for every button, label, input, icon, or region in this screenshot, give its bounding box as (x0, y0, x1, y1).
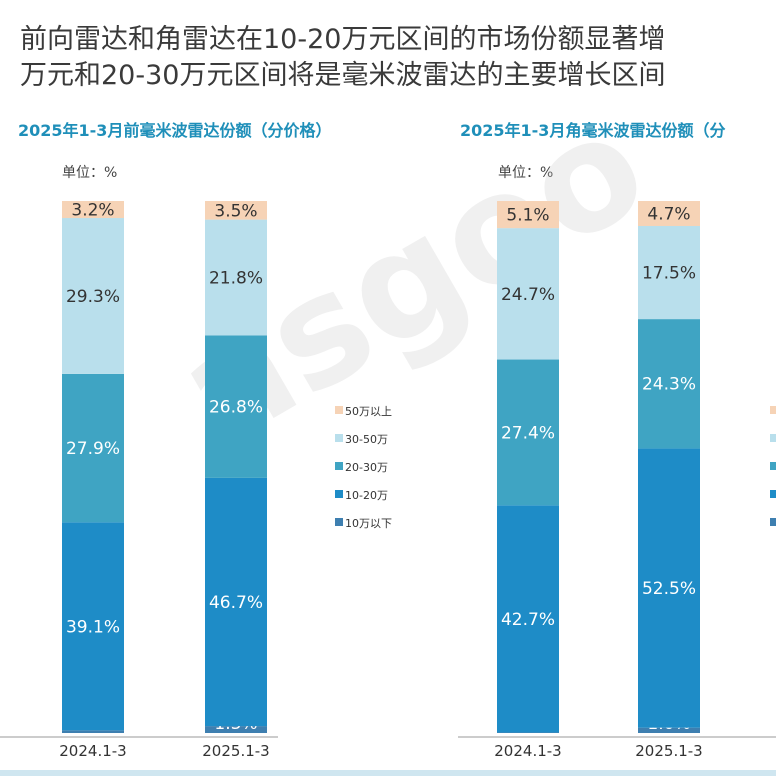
bar-segment-front-0-0 (62, 730, 124, 733)
bar-segment-front-1-4 (205, 201, 267, 220)
data-label-front-1-2: 26.8% (209, 398, 263, 418)
bar-segment-corner-1-2 (638, 319, 700, 449)
data-label-corner-0-1: 42.7% (501, 610, 555, 630)
bar-segment-corner-0-0 (497, 732, 559, 733)
legend-swatch-corner-1 (770, 434, 776, 442)
unit-label-corner: 单位：% (498, 165, 554, 181)
bar-segment-front-1-1 (205, 477, 267, 727)
data-label-front-0-4: 3.2% (71, 201, 114, 221)
bar-segment-front-0-4 (62, 201, 124, 219)
data-label-front-0-2: 27.9% (66, 439, 120, 459)
legend-label-front-1: 30-50万 (345, 433, 388, 446)
chart-title-front-radar: 2025年1-3月前毫米波雷达份额（分价格） (18, 121, 332, 140)
category-label-front-1: 2025.1-3 (202, 742, 269, 760)
bar-segment-front-1-0 (205, 726, 267, 733)
bar-segment-front-1-3 (205, 219, 267, 336)
data-label-corner-0-4: 5.1% (506, 206, 549, 226)
bar-segment-front-0-2 (62, 373, 124, 523)
bar-segment-corner-0-1 (497, 505, 559, 733)
unit-label-front: 单位：% (62, 165, 118, 181)
bar-segment-front-0-1 (62, 522, 124, 731)
legend-label-front-2: 20-30万 (345, 461, 388, 474)
bar-segment-corner-1-1 (638, 448, 700, 728)
bar-segment-corner-1-3 (638, 226, 700, 320)
chart-title-corner-radar: 2025年1-3月角毫米波雷达份额（分 (460, 121, 726, 140)
category-label-corner-0: 2024.1-3 (494, 742, 561, 760)
legend-swatch-corner-2 (770, 462, 776, 470)
legend-swatch-corner-3 (770, 490, 776, 498)
headline-line-1: 前向雷达和角雷达在10-20万元区间的市场份额显著增 (20, 24, 666, 55)
data-label-front-0-3: 29.3% (66, 287, 120, 307)
data-label-front-0-1: 39.1% (66, 617, 120, 637)
bar-segment-corner-0-3 (497, 228, 559, 360)
legend-label-front-4: 10万以下 (345, 517, 392, 530)
data-label-front-1-4: 3.5% (214, 201, 257, 221)
data-label-front-1-1: 46.7% (209, 593, 263, 613)
legend-label-front-3: 10-20万 (345, 489, 388, 502)
footer-bar (0, 770, 776, 776)
data-label-corner-1-4: 4.7% (647, 205, 690, 225)
legend-swatch-front-3 (335, 490, 343, 498)
bar-segment-corner-0-2 (497, 359, 559, 506)
bar-segment-corner-0-4 (497, 201, 559, 229)
data-label-corner-0-2: 27.4% (501, 423, 555, 443)
bar-segment-front-0-3 (62, 218, 124, 374)
legend-swatch-front-4 (335, 518, 343, 526)
legend-swatch-corner-0 (770, 406, 776, 414)
data-label-corner-1-3: 17.5% (642, 264, 696, 284)
headline-line-2: 万元和20-30万元区间将是毫米波雷达的主要增长区间 (20, 60, 666, 91)
legend-swatch-corner-4 (770, 518, 776, 526)
category-label-corner-1: 2025.1-3 (635, 742, 702, 760)
bar-segment-corner-1-0 (638, 727, 700, 733)
bar-segment-corner-1-4 (638, 201, 700, 227)
data-label-corner-1-2: 24.3% (642, 375, 696, 395)
data-label-corner-0-3: 24.7% (501, 285, 555, 305)
bar-segment-front-1-2 (205, 335, 267, 478)
category-label-front-0: 2024.1-3 (59, 742, 126, 760)
legend-swatch-front-0 (335, 406, 343, 414)
data-label-corner-1-1: 52.5% (642, 579, 696, 599)
data-label-front-1-3: 21.8% (209, 269, 263, 289)
legend-label-front-0: 50万以上 (345, 405, 392, 418)
legend-swatch-front-1 (335, 434, 343, 442)
legend-swatch-front-2 (335, 462, 343, 470)
